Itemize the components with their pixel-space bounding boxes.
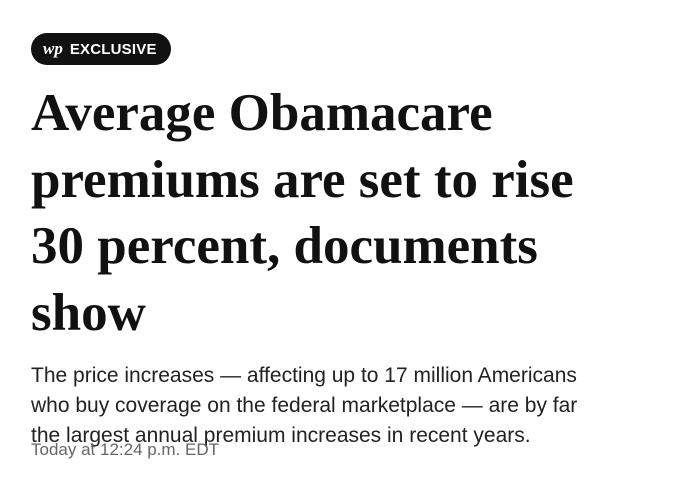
deck-line: the largest annual premium increases in … (31, 424, 531, 447)
timestamp: Today at 12:24 p.m. EDT (31, 440, 220, 459)
headline-line: show (31, 283, 146, 342)
logo: wp (43, 39, 63, 58)
deck-line: who buy coverage on the federal marketpl… (31, 394, 578, 417)
exclusive-badge: wp EXCLUSIVE (31, 33, 171, 65)
headline-line: premiums are set to rise (31, 150, 574, 209)
deck-line: The price increases — affecting up to 17… (31, 364, 577, 387)
headline: Average Obamacare premiums are set to ris… (31, 80, 574, 346)
badge-label: EXCLUSIVE (69, 40, 157, 58)
headline-line: Average Obamacare (31, 84, 493, 142)
deck: The price increases — affecting up to 17… (31, 361, 577, 451)
headline-line: 30 percent, documents (31, 217, 538, 275)
